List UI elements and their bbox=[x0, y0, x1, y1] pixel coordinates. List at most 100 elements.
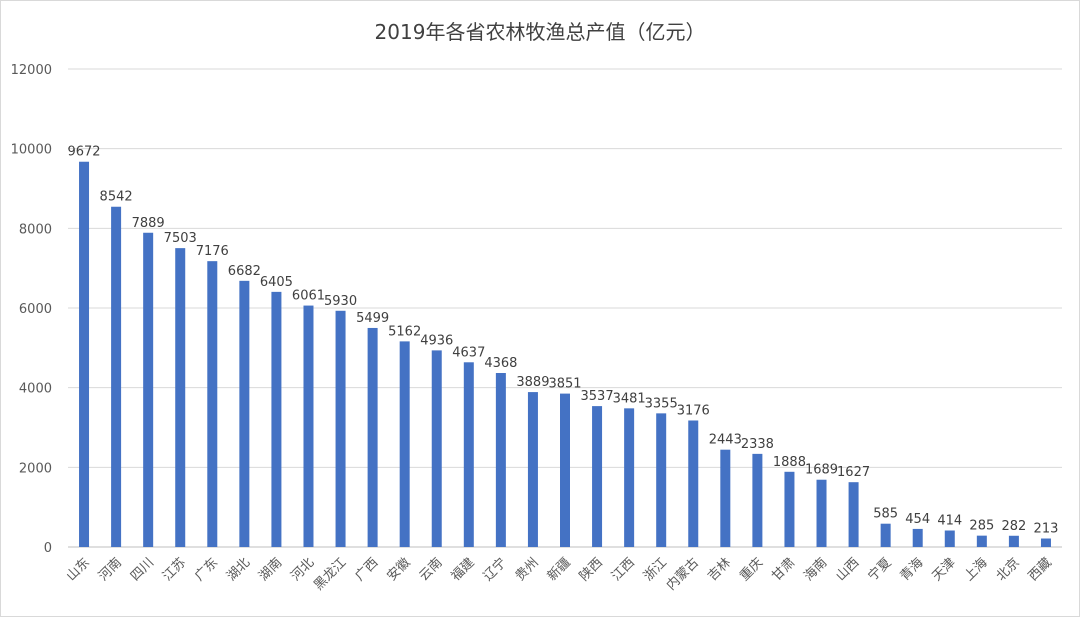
x-tick-label: 福建 bbox=[449, 555, 478, 584]
data-label: 3537 bbox=[581, 389, 614, 404]
bar bbox=[111, 206, 122, 548]
data-label: 7503 bbox=[164, 231, 197, 246]
x-tick-label: 江西 bbox=[609, 555, 638, 584]
data-label: 3176 bbox=[677, 403, 710, 418]
y-tick-label: 2000 bbox=[19, 461, 52, 476]
x-tick-label: 贵州 bbox=[513, 555, 542, 584]
data-label: 4936 bbox=[420, 333, 453, 348]
data-label: 6405 bbox=[260, 275, 293, 290]
x-tick-label: 云南 bbox=[416, 555, 446, 585]
bar bbox=[239, 280, 250, 547]
x-tick-label: 辽宁 bbox=[480, 555, 510, 585]
data-label: 9672 bbox=[67, 145, 100, 160]
x-tick-label: 湖北 bbox=[224, 555, 253, 584]
x-tick-label: 内蒙古 bbox=[663, 555, 702, 594]
x-tick-label: 湖南 bbox=[256, 555, 286, 585]
bar bbox=[303, 305, 314, 547]
bar bbox=[335, 310, 346, 547]
data-label: 5499 bbox=[356, 311, 389, 326]
y-tick-label: 6000 bbox=[19, 302, 52, 317]
data-label: 454 bbox=[905, 512, 930, 527]
data-label: 8542 bbox=[100, 190, 133, 205]
x-tick-label: 上海 bbox=[962, 555, 991, 584]
data-label: 3481 bbox=[613, 391, 646, 406]
bar bbox=[271, 291, 282, 547]
x-tick-label: 陕西 bbox=[577, 555, 606, 584]
bar bbox=[1040, 538, 1051, 547]
data-label: 1627 bbox=[837, 465, 870, 480]
bar bbox=[143, 232, 154, 548]
x-tick-label: 江苏 bbox=[159, 555, 189, 585]
data-label: 213 bbox=[1034, 522, 1059, 537]
x-tick-label: 天津 bbox=[930, 555, 959, 584]
data-label: 3889 bbox=[516, 375, 549, 390]
data-label: 2443 bbox=[709, 433, 742, 448]
x-tick-label: 西藏 bbox=[1026, 555, 1055, 584]
bar bbox=[816, 479, 827, 547]
bar bbox=[463, 362, 474, 547]
data-label: 2338 bbox=[741, 437, 774, 452]
x-tick-label: 吉林 bbox=[705, 555, 734, 584]
x-tick-label: 海南 bbox=[801, 555, 831, 585]
bar bbox=[79, 161, 90, 547]
data-label: 414 bbox=[937, 514, 962, 529]
y-tick-label: 8000 bbox=[19, 222, 52, 237]
bar bbox=[976, 535, 987, 547]
bar bbox=[784, 471, 795, 547]
data-label: 3851 bbox=[548, 377, 581, 392]
bar bbox=[752, 453, 763, 547]
bar bbox=[1008, 535, 1019, 547]
data-label: 5162 bbox=[388, 324, 421, 339]
x-tick-label: 广西 bbox=[352, 555, 381, 584]
bar bbox=[367, 327, 378, 547]
y-tick-label: 0 bbox=[44, 541, 52, 556]
bar bbox=[431, 350, 442, 547]
data-label: 1689 bbox=[805, 463, 838, 478]
data-label: 5930 bbox=[324, 294, 357, 309]
x-tick-label: 黑龙江 bbox=[311, 555, 349, 593]
data-label: 6682 bbox=[228, 264, 261, 279]
data-label: 6061 bbox=[292, 289, 325, 304]
y-tick-label: 12000 bbox=[11, 63, 52, 78]
x-tick-label: 重庆 bbox=[737, 555, 767, 585]
x-tick-label: 宁夏 bbox=[865, 555, 895, 585]
x-tick-label: 河南 bbox=[95, 555, 125, 585]
x-tick-label: 山东 bbox=[64, 555, 93, 584]
data-label: 4368 bbox=[484, 356, 517, 371]
bar bbox=[720, 449, 731, 547]
x-tick-label: 安徽 bbox=[385, 555, 414, 584]
bar bbox=[399, 341, 410, 547]
bar bbox=[688, 420, 699, 547]
bar bbox=[880, 523, 891, 547]
data-label: 282 bbox=[1001, 519, 1026, 534]
bar bbox=[944, 530, 955, 547]
x-tick-label: 广东 bbox=[192, 555, 221, 584]
bar bbox=[495, 373, 506, 547]
bar bbox=[912, 528, 923, 547]
x-tick-label: 甘肃 bbox=[769, 555, 798, 584]
bar bbox=[592, 406, 603, 547]
data-label: 4637 bbox=[452, 345, 485, 360]
bar bbox=[656, 413, 667, 547]
x-tick-label: 新疆 bbox=[544, 555, 574, 585]
data-label: 285 bbox=[969, 519, 994, 534]
bar bbox=[624, 408, 635, 547]
y-tick-label: 4000 bbox=[19, 382, 52, 397]
x-tick-label: 青海 bbox=[898, 555, 927, 584]
data-label: 7889 bbox=[132, 216, 165, 231]
bar bbox=[848, 482, 859, 547]
data-label: 585 bbox=[873, 507, 898, 522]
chart-title: 2019年各省农林牧渔总产值（亿元） bbox=[374, 20, 706, 44]
bar bbox=[527, 392, 538, 547]
data-label: 1888 bbox=[773, 455, 806, 470]
x-tick-label: 四川 bbox=[128, 555, 157, 584]
bar bbox=[207, 261, 218, 547]
y-tick-label: 10000 bbox=[11, 143, 52, 158]
bar bbox=[175, 248, 186, 547]
data-label: 3355 bbox=[645, 396, 678, 411]
x-tick-label: 山西 bbox=[833, 555, 862, 584]
x-tick-label: 北京 bbox=[994, 555, 1023, 584]
bar bbox=[560, 393, 570, 547]
data-label: 7176 bbox=[196, 244, 229, 259]
